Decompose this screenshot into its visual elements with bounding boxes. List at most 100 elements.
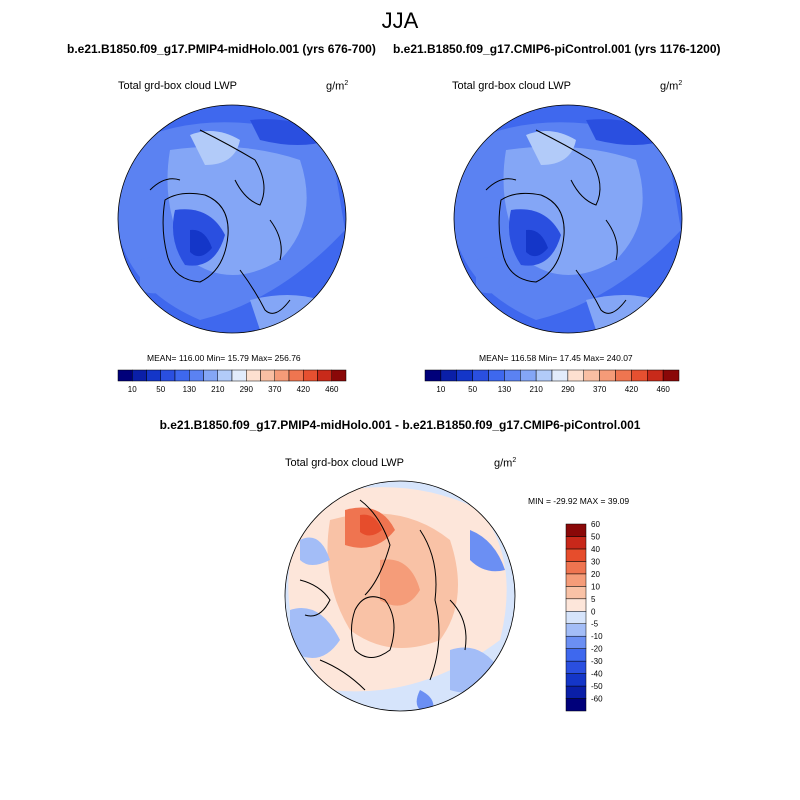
colorbar-tick-label: 370 bbox=[593, 385, 607, 394]
colorbar-swatch bbox=[317, 369, 332, 382]
figure-title: JJA bbox=[381, 8, 419, 33]
colorbar-tick-label: 0 bbox=[591, 607, 596, 616]
difference-minmax: MIN = -29.92 MAX = 39.09 bbox=[528, 496, 630, 506]
colorbar-tick-label: 210 bbox=[211, 385, 225, 394]
panel-left-units: g/m2 bbox=[326, 80, 349, 93]
colorbar-swatch bbox=[535, 369, 553, 382]
colorbar-swatch bbox=[203, 369, 218, 382]
colorbar-swatch bbox=[331, 369, 347, 382]
colorbar-tick-label: 130 bbox=[498, 385, 512, 394]
colorbar-tick-label: 420 bbox=[625, 385, 639, 394]
colorbar-swatch bbox=[565, 536, 587, 550]
colorbar-swatch bbox=[174, 369, 190, 382]
map-difference-border bbox=[284, 480, 516, 712]
panel-right-units: g/m2 bbox=[660, 80, 683, 93]
colorbar-swatch bbox=[615, 369, 632, 382]
colorbar-tick-label: 20 bbox=[591, 570, 600, 579]
colorbar-swatch bbox=[565, 635, 587, 649]
colorbar-swatch bbox=[599, 369, 616, 382]
colorbar-tick-label: 50 bbox=[156, 385, 165, 394]
colorbar-swatch bbox=[274, 369, 290, 382]
panel-left-title: b.e21.B1850.f09_g17.PMIP4-midHolo.001 (y… bbox=[67, 42, 376, 56]
colorbar-swatch bbox=[662, 369, 680, 382]
colorbar-tick-label: 50 bbox=[468, 385, 477, 394]
map-right bbox=[454, 105, 682, 333]
colorbar-tick-label: -10 bbox=[591, 632, 603, 641]
colorbar-tick-label: 50 bbox=[591, 532, 600, 541]
colorbar-tick-label: -5 bbox=[591, 620, 599, 629]
panel-left-variable: Total grd-box cloud LWP bbox=[118, 80, 238, 92]
coastline-left bbox=[149, 129, 291, 314]
colorbar-swatch bbox=[565, 561, 587, 575]
colorbar-tick-label: -30 bbox=[591, 657, 603, 666]
map-right-border bbox=[453, 104, 683, 334]
colorbar-swatch bbox=[565, 573, 587, 587]
coastline-difference bbox=[299, 499, 467, 691]
difference-title: b.e21.B1850.f09_g17.PMIP4-midHolo.001 - … bbox=[159, 418, 641, 432]
colorbar-tick-label: 30 bbox=[591, 557, 600, 566]
colorbar-swatch bbox=[504, 369, 521, 382]
colorbar-swatch bbox=[160, 369, 176, 382]
colorbar-tick-label: -50 bbox=[591, 682, 603, 691]
colorbar-tick-label: 130 bbox=[183, 385, 197, 394]
colorbar-swatch bbox=[565, 673, 587, 687]
colorbar-swatch bbox=[565, 548, 587, 562]
colorbar-tick-label: 210 bbox=[529, 385, 543, 394]
colorbar-swatch bbox=[288, 369, 304, 382]
panel-right-stats: MEAN= 116.58 Min= 17.45 Max= 240.07 bbox=[479, 353, 633, 363]
colorbar-swatch bbox=[440, 369, 457, 382]
colorbar-swatch bbox=[565, 648, 587, 662]
colorbar-swatch bbox=[117, 369, 133, 382]
colorbar-swatch bbox=[146, 369, 161, 382]
colorbar-swatch bbox=[565, 698, 587, 712]
colorbar-swatch bbox=[631, 369, 648, 382]
colorbar-tick-label: 60 bbox=[591, 520, 600, 529]
colorbar-tick-label: 10 bbox=[591, 582, 600, 591]
colorbar-swatch bbox=[565, 611, 587, 624]
colorbar-swatch bbox=[424, 369, 442, 382]
colorbar-swatch bbox=[565, 623, 587, 637]
map-difference bbox=[285, 481, 515, 711]
colorbar-left: 10 50 130 210 290 370 420 460 bbox=[117, 369, 347, 394]
coastline-right bbox=[485, 129, 627, 314]
colorbar-swatch bbox=[189, 369, 204, 382]
colorbar-tick-label: 420 bbox=[297, 385, 311, 394]
colorbar-swatch bbox=[565, 685, 587, 699]
colorbar-swatch bbox=[565, 660, 587, 674]
colorbar-tick-label: 10 bbox=[128, 385, 137, 394]
difference-units: g/m2 bbox=[494, 457, 517, 470]
panel-left-stats: MEAN= 116.00 Min= 15.79 Max= 256.76 bbox=[147, 353, 301, 363]
colorbar-swatch bbox=[217, 369, 233, 382]
colorbar-tick-label: 290 bbox=[240, 385, 254, 394]
colorbar-swatch bbox=[488, 369, 505, 382]
colorbar-swatch bbox=[520, 369, 537, 382]
colorbar-swatch bbox=[246, 369, 261, 382]
colorbar-tick-label: 370 bbox=[268, 385, 282, 394]
colorbar-swatch bbox=[583, 369, 600, 382]
colorbar-swatch bbox=[565, 586, 587, 600]
colorbar-swatch bbox=[260, 369, 275, 382]
difference-variable: Total grd-box cloud LWP bbox=[285, 457, 405, 469]
colorbar-tick-label: 290 bbox=[561, 385, 575, 394]
colorbar-swatch bbox=[565, 523, 587, 537]
colorbar-tick-label: 10 bbox=[436, 385, 445, 394]
colorbar-tick-label: 40 bbox=[591, 545, 600, 554]
colorbar-tick-label: -60 bbox=[591, 695, 603, 704]
map-left bbox=[118, 105, 346, 333]
colorbar-swatch bbox=[456, 369, 473, 382]
map-left-border bbox=[117, 104, 347, 334]
colorbar-tick-label: 460 bbox=[325, 385, 339, 394]
panel-right-variable: Total grd-box cloud LWP bbox=[452, 80, 572, 92]
colorbar-swatch bbox=[132, 369, 147, 382]
colorbar-tick-label: 460 bbox=[656, 385, 670, 394]
colorbar-right: 10 50 130 210 290 370 420 460 bbox=[424, 369, 680, 394]
colorbar-swatch bbox=[647, 369, 664, 382]
panel-right-title: b.e21.B1850.f09_g17.CMIP6-piControl.001 … bbox=[393, 42, 721, 56]
colorbar-swatch bbox=[567, 369, 584, 382]
colorbar-swatch bbox=[551, 369, 569, 382]
colorbar-swatch bbox=[303, 369, 318, 382]
colorbar-tick-label: -40 bbox=[591, 670, 603, 679]
colorbar-swatch bbox=[565, 598, 587, 612]
colorbar-tick-label: 5 bbox=[591, 595, 596, 604]
